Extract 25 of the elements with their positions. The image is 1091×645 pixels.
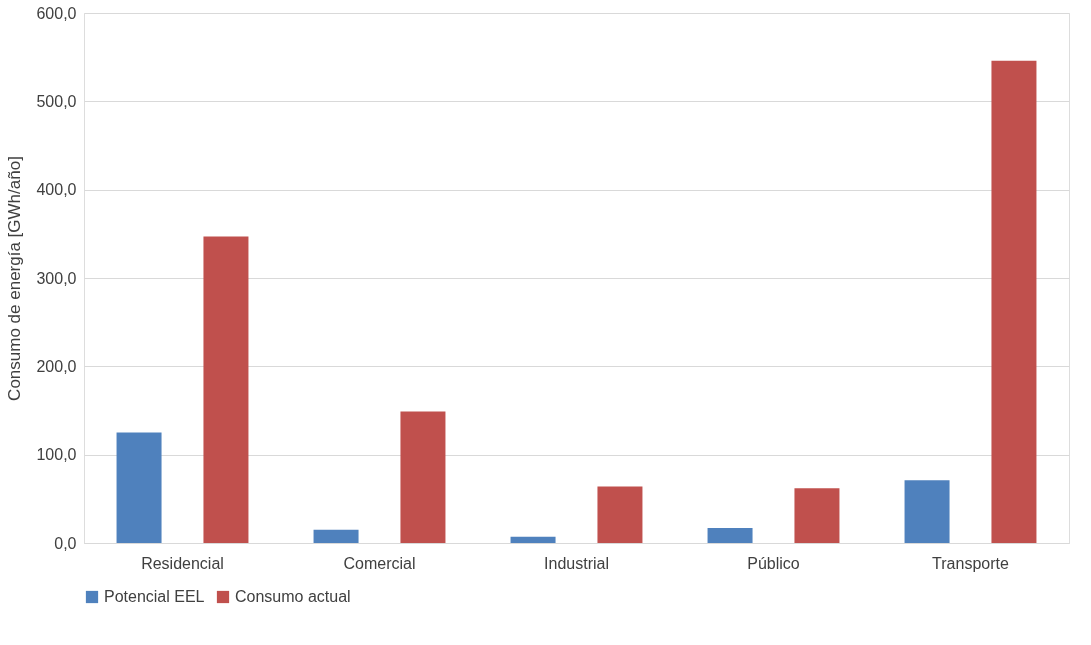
bar <box>313 529 359 543</box>
x-tick-label: Transporte <box>932 554 1009 572</box>
bar <box>707 527 753 543</box>
y-tick-label: 200,0 <box>36 357 77 375</box>
y-tick-label: 100,0 <box>36 446 77 464</box>
x-tick-label: Comercial <box>343 554 416 572</box>
bar <box>510 536 556 543</box>
x-tick-label: Residencial <box>141 554 224 572</box>
bar <box>794 488 840 543</box>
y-tick-label: 0,0 <box>54 534 77 552</box>
y-axis-title: Consumo de energía [GWh/año] <box>5 156 25 401</box>
y-tick-label: 600,0 <box>36 4 77 22</box>
bar <box>597 486 643 543</box>
y-tick-label: 300,0 <box>36 269 77 287</box>
bar <box>400 411 446 543</box>
bar <box>116 432 162 543</box>
y-tick-label: 500,0 <box>36 92 77 110</box>
bar <box>904 480 950 543</box>
bar <box>203 236 249 543</box>
bar <box>991 60 1037 543</box>
x-tick-label: Industrial <box>544 554 609 572</box>
legend-label: Potencial EEL <box>104 588 205 605</box>
legend-label: Consumo actual <box>235 588 351 605</box>
x-tick-label: Público <box>747 554 800 572</box>
y-tick-label: 400,0 <box>36 181 77 199</box>
